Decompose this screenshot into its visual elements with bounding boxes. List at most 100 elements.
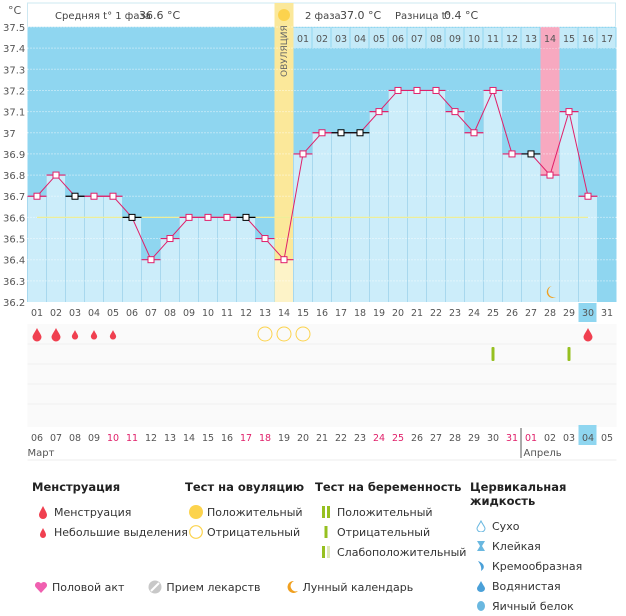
calendar-date-label: 12 [145, 433, 157, 444]
temperature-point [527, 150, 535, 158]
temperature-bar [47, 175, 65, 302]
cycle-day-label: 06 [126, 308, 138, 319]
header-box [27, 2, 616, 28]
phase2-day-cell [426, 28, 445, 48]
heart-icon [30, 581, 52, 594]
temperature-point [584, 192, 592, 200]
calendar-date-label: 05 [601, 433, 613, 444]
temperature-bar [161, 238, 179, 302]
calendar-date-label: 07 [50, 433, 62, 444]
y-tick-label: 36.7 [3, 192, 25, 203]
temperature-bar [28, 196, 46, 302]
calendar-date-label: 29 [468, 433, 480, 444]
calendar-date-label: 04 [582, 433, 594, 444]
temperature-bar [389, 90, 407, 302]
calendar-date-label: 17 [240, 433, 252, 444]
calendar-date-label: 19 [278, 433, 290, 444]
temperature-point [33, 192, 41, 200]
temperature-point [470, 129, 478, 137]
phase2-day-cell [445, 28, 464, 48]
temperature-point [261, 235, 269, 243]
legend-item: Отрицательный [337, 525, 431, 539]
calendar-date-label: 31 [506, 433, 518, 444]
cycle-day-label: 11 [221, 308, 233, 319]
phase2-day-cell [559, 28, 578, 48]
creamy-icon [470, 560, 492, 572]
small-blood-drop-icon [71, 330, 79, 340]
phase2-label: 2 фаза [305, 11, 341, 22]
temperature-point [223, 213, 231, 221]
phase2-day-label: 17 [601, 34, 613, 45]
calendar-date-label: 03 [563, 433, 575, 444]
temperature-point [185, 213, 193, 221]
calendar-date-label: 08 [69, 433, 81, 444]
phase2-day-label: 05 [373, 34, 385, 45]
cycle-day-label: 18 [354, 308, 366, 319]
phase2-day-label: 07 [411, 34, 423, 45]
cycle-day-label: 27 [525, 308, 537, 319]
legend-item: Положительный [337, 505, 433, 519]
temperature-point [546, 171, 554, 179]
temperature-bar [522, 153, 540, 302]
y-tick-label: 37 [3, 129, 16, 140]
diff-value: 0.4 °C [444, 9, 478, 22]
phase2-day-label: 13 [525, 34, 537, 45]
blood-drop-icon [583, 328, 593, 342]
cycle-day-label: 09 [183, 308, 195, 319]
moon-icon [546, 286, 556, 298]
temperature-point [394, 86, 402, 94]
calendar-date-label: 16 [221, 433, 233, 444]
cycle-day-label: 16 [316, 308, 328, 319]
cycle-day-label: 03 [69, 308, 81, 319]
calendar-date-label: 02 [544, 433, 556, 444]
phase2-day-cell [540, 28, 559, 48]
legend-item: Лунный календарь [302, 580, 414, 594]
today-cell [578, 303, 597, 322]
temperature-point [508, 150, 516, 158]
temperature-point [318, 129, 326, 137]
calendar-date-label: 11 [126, 433, 138, 444]
phase1-label: Средняя t° 1 фаза [55, 11, 151, 22]
phase2-day-label: 04 [354, 34, 366, 45]
diff-label: Разница t° [395, 11, 451, 22]
symbol-rows [27, 324, 617, 427]
temperature-bar [503, 153, 521, 302]
temperature-point [280, 256, 288, 264]
temperature-point [451, 108, 459, 116]
phase2-day-cell [502, 28, 521, 48]
phase2-day-cell [293, 28, 312, 48]
temperature-point [109, 192, 117, 200]
temperature-bar [85, 196, 103, 302]
phase2-day-cell [369, 28, 388, 48]
phase2-day-label: 09 [449, 34, 461, 45]
cycle-day-label: 08 [164, 308, 176, 319]
phase2-day-label: 06 [392, 34, 404, 45]
cycle-day-label: 10 [202, 308, 214, 319]
legend-pregnancy-test: Тест на беременность Положительный Отриц… [315, 480, 466, 562]
cycle-day-label: 30 [582, 308, 594, 319]
one-line-icon [315, 525, 337, 539]
phase2-day-label: 12 [506, 34, 518, 45]
y-unit: °C [8, 4, 22, 17]
cycle-day-label: 01 [31, 308, 43, 319]
legend-item: Небольшие выделения [54, 525, 188, 539]
positive-circle-icon [185, 505, 207, 519]
temperature-point [489, 86, 497, 94]
legend-item: Водянистая [492, 579, 561, 593]
blood-drop-icon [51, 328, 61, 342]
calendar-date-label: 10 [107, 433, 119, 444]
calendar-date-label: 09 [88, 433, 100, 444]
legend-item: Половой акт [52, 580, 125, 594]
pregnancy-test-icon [491, 347, 495, 361]
phase2-day-label: 16 [582, 34, 594, 45]
phase2-day-cell [350, 28, 369, 48]
ovulation-label: ОВУЛЯЦИЯ [280, 25, 290, 77]
phase2-day-label: 03 [335, 34, 347, 45]
temperature-line [36, 89, 589, 261]
cycle-day-label: 02 [50, 308, 62, 319]
temperature-bar [294, 153, 312, 302]
y-tick-label: 36.3 [3, 277, 25, 288]
y-tick-label: 36.5 [3, 235, 25, 246]
phase2-day-cell [464, 28, 483, 48]
